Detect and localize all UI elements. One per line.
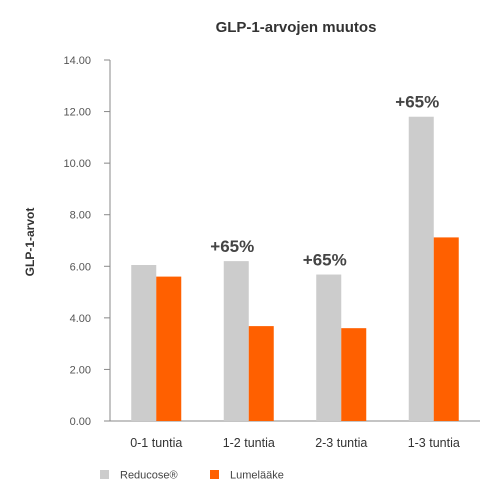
bar-annotations: +65% +65% +65% bbox=[210, 93, 439, 270]
bar-annotation: +65% bbox=[395, 93, 439, 112]
y-axis-label: GLP-1-arvot bbox=[23, 208, 37, 277]
bar-reducose bbox=[131, 264, 157, 421]
legend-label: Lumelääke bbox=[230, 470, 284, 482]
bar-lumelaake bbox=[341, 328, 367, 421]
y-tick-label: 2.00 bbox=[70, 364, 91, 376]
bar-reducose bbox=[316, 274, 342, 421]
x-tick-label: 1-3 tuntia bbox=[408, 436, 460, 450]
legend-swatch bbox=[210, 470, 219, 479]
y-tick-label: 0.00 bbox=[70, 416, 91, 428]
chart-title: GLP-1-arvojen muutos bbox=[216, 19, 377, 36]
y-tick-label: 12.00 bbox=[63, 107, 91, 119]
y-tick-label: 4.00 bbox=[70, 313, 91, 325]
bar-lumelaake bbox=[433, 237, 459, 421]
y-tick-label: 10.00 bbox=[63, 158, 91, 170]
bar-lumelaake bbox=[156, 276, 182, 421]
y-ticks: 0.00 2.00 4.00 6.00 8.00 10.00 12.00 14.00 bbox=[63, 55, 110, 428]
y-tick-label: 8.00 bbox=[70, 210, 91, 222]
x-tick-labels: 0-1 tuntia 1-2 tuntia 2-3 tuntia 1-3 tuntia bbox=[130, 436, 460, 450]
bar-annotation: +65% bbox=[303, 251, 347, 270]
legend-label: Reducose® bbox=[120, 470, 178, 482]
x-tick-label: 1-2 tuntia bbox=[223, 436, 275, 450]
bar-reducose bbox=[223, 261, 249, 421]
bar-annotation: +65% bbox=[210, 237, 254, 256]
bar-reducose bbox=[408, 116, 434, 421]
legend: Reducose® Lumelääke bbox=[100, 470, 284, 482]
x-tick-label: 2-3 tuntia bbox=[315, 436, 367, 450]
bars bbox=[131, 116, 459, 421]
y-tick-label: 6.00 bbox=[70, 261, 91, 273]
legend-swatch bbox=[100, 470, 109, 479]
x-tick-label: 0-1 tuntia bbox=[130, 436, 182, 450]
bar-lumelaake bbox=[248, 326, 274, 421]
y-tick-label: 14.00 bbox=[63, 55, 91, 67]
